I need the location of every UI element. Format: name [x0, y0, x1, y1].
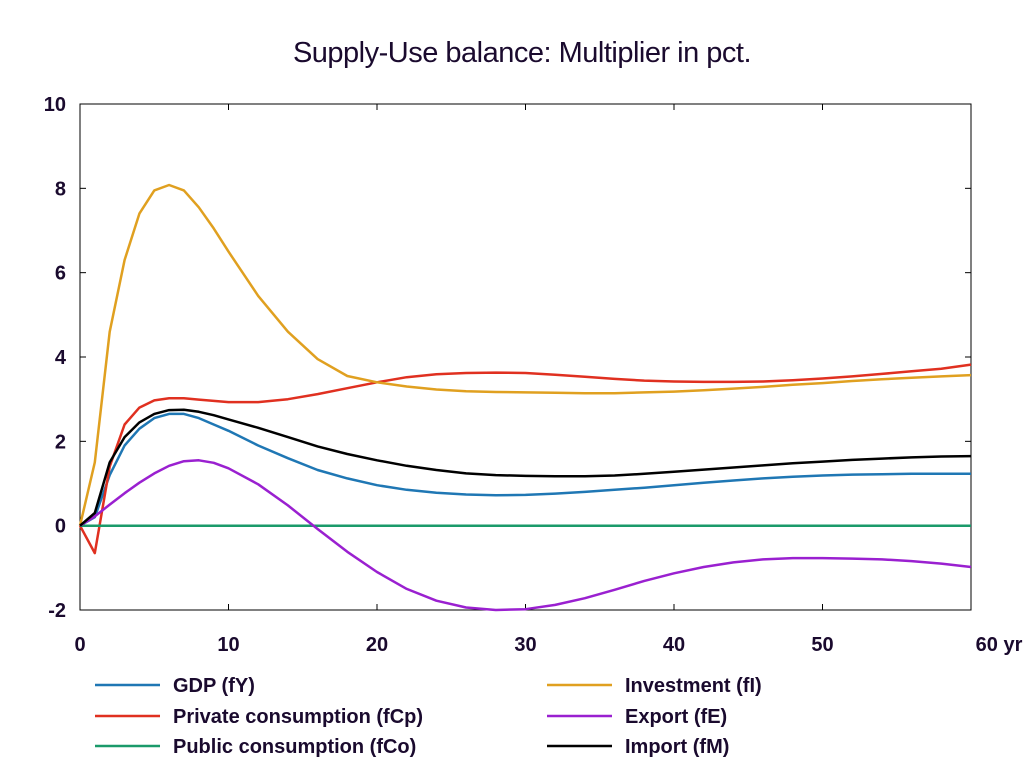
x-tick-label: 10 [217, 634, 239, 656]
y-tick-label: 4 [55, 347, 67, 369]
legend-item: Export (fE) [547, 706, 727, 728]
series-line-import-fm [79, 408, 972, 527]
legend-item: Import (fM) [547, 736, 729, 758]
x-tick-label: 60 yr [976, 634, 1023, 656]
series-line-private-consumption-fcp [78, 363, 972, 555]
x-tick-label: 0 [74, 634, 85, 656]
x-tick-label: 20 [366, 634, 388, 656]
chart-title: Supply-Use balance: Multiplier in pct. [293, 37, 751, 69]
legend-label: Public consumption (fCo) [173, 736, 416, 758]
y-tick-label: -2 [48, 600, 66, 622]
x-tick-label: 30 [514, 634, 536, 656]
legend-item: Public consumption (fCo) [95, 736, 416, 758]
series-line-gdp-fy [79, 412, 971, 527]
y-tick-label: 6 [55, 263, 66, 285]
plot-frame [79, 103, 972, 611]
legend-label: Export (fE) [625, 706, 727, 728]
legend-item: GDP (fY) [95, 675, 255, 697]
x-tick-label: 50 [811, 634, 833, 656]
legend-label: GDP (fY) [173, 675, 255, 697]
y-tick-label: 2 [55, 431, 66, 453]
y-tick-label: 0 [55, 516, 66, 538]
legend-label: Private consumption (fCp) [173, 706, 423, 728]
legend-item: Investment (fI) [547, 675, 762, 697]
y-tick-label: 8 [55, 178, 66, 200]
legend-label: Import (fM) [625, 736, 729, 758]
legend-label: Investment (fI) [625, 675, 762, 697]
series-line-export-fe [79, 459, 972, 612]
series-line-investment-fi [78, 183, 972, 526]
y-tick-label: 10 [44, 94, 66, 116]
x-tick-label: 40 [663, 634, 685, 656]
legend-item: Private consumption (fCp) [95, 706, 423, 728]
